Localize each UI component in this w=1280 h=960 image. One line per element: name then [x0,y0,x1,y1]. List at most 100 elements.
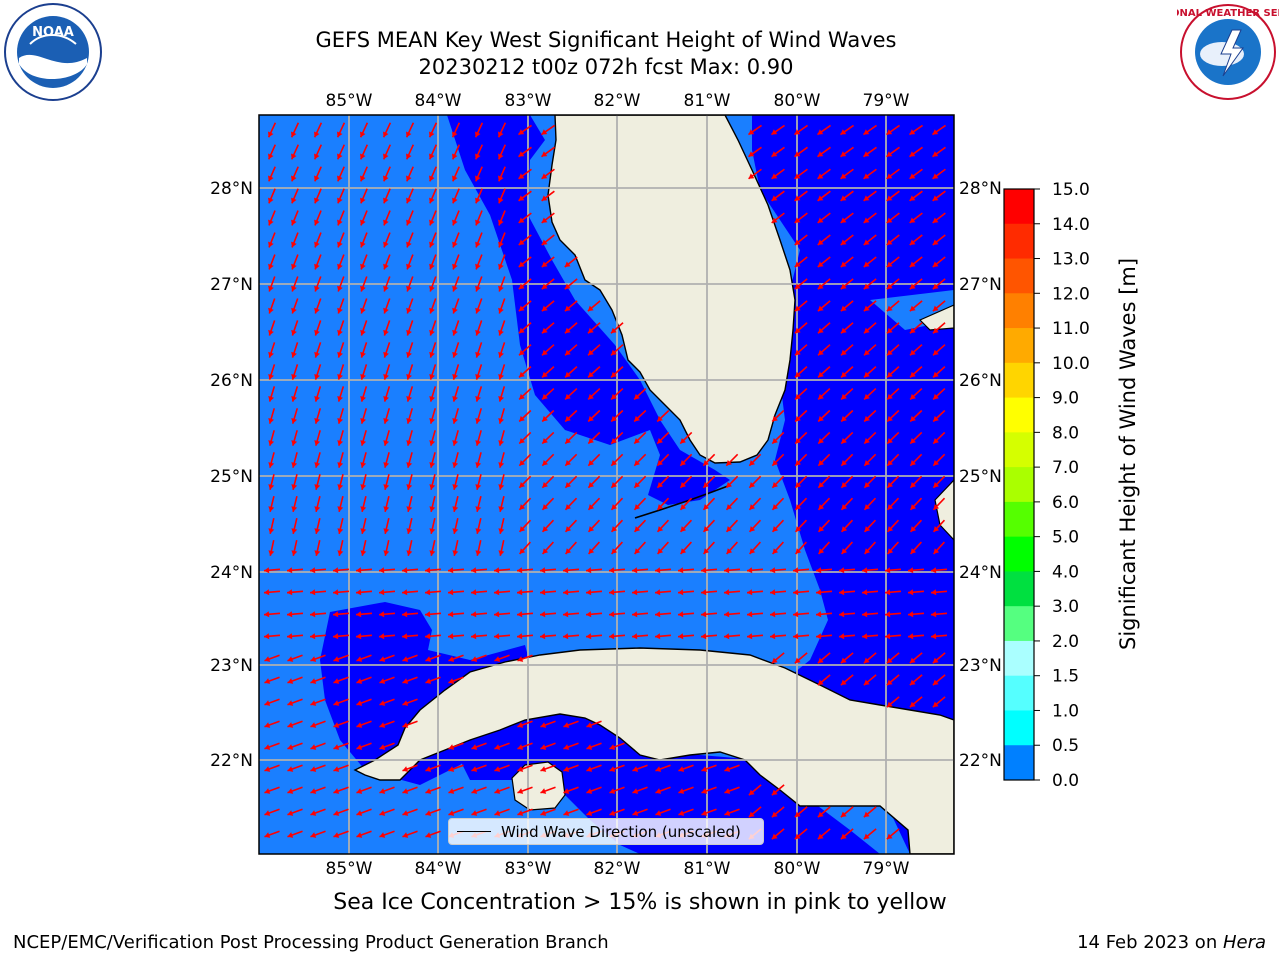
wind-arrow-head [494,656,501,662]
wind-arrow-head [333,788,340,794]
wind-arrow-head [314,307,320,314]
lat-label-left: 23°N [210,656,253,676]
wind-arrow-head [771,657,778,664]
colorbar-segment [1004,397,1034,433]
colorbar-segment [1004,675,1034,711]
wind-arrow-head [518,261,525,268]
wind-arrow-head [287,766,294,772]
wind-arrow-head [402,722,409,728]
wind-arrow-head [519,349,525,356]
wind-arrow-head [588,526,595,532]
wind-arrow-head [794,217,801,223]
wind-arrow-head [565,548,572,554]
wind-arrow-head [518,239,525,245]
colorbar-tick-label: 12.0 [1052,284,1090,304]
lat-label-left: 26°N [210,371,253,391]
wind-arrow-head [724,589,730,596]
wind-arrow-head [588,459,594,466]
wind-arrow-head [795,371,801,378]
wind-arrow-head [632,633,638,640]
lon-label-top: 81°W [684,91,731,111]
wind-arrow-head [864,526,871,532]
wind-arrow-head [910,504,917,510]
wind-arrow-head [864,548,871,554]
wind-arrow-head [314,241,320,248]
wind-arrow-head [609,633,615,640]
wind-arrow-head [402,678,409,684]
wind-arrow-head [314,351,320,358]
wind-arrow-head [863,129,870,135]
wind-arrow-head [406,285,412,292]
wind-arrow-head [818,548,825,554]
wind-arrow-head [314,484,321,490]
colorbar-segment [1004,640,1034,677]
wind-arrow-head [287,656,294,662]
wind-arrow-head [379,656,386,662]
map-frame [258,114,955,855]
wind-arrow-head [448,656,455,662]
wind-arrow-head [724,810,731,816]
footer-date: 14 Feb 2023 on Hera [1077,932,1266,953]
wind-arrow-head [287,678,294,684]
wind-arrow-head [471,766,478,772]
wind-arrow-head [406,440,413,446]
wind-arrow-head [565,393,571,400]
wind-arrow-head [794,327,801,334]
wind-arrow-head [841,482,848,488]
wind-arrow-head [910,526,917,532]
wind-arrow-head [429,528,436,534]
wind-arrow-head [452,197,458,204]
wind-arrow-head [817,173,824,179]
map-area [259,115,954,854]
wind-arrow-head [817,679,824,686]
colorbar-segment [1004,293,1034,329]
wind-arrow-head [494,788,501,794]
wind-arrow-head [542,526,549,532]
wind-arrow-head [452,285,458,292]
wind-arrow-head [264,633,270,640]
wind-arrow-head [862,611,868,618]
footer-producer: NCEP/EMC/Verification Post Processing Pr… [13,932,609,953]
wind-arrow-head [360,550,367,556]
isla-de-la-juventud [511,761,566,811]
wind-arrow-head [841,371,847,378]
wind-arrow-head [887,526,894,532]
wind-arrow-head [383,395,389,402]
wind-arrow-head [795,459,801,466]
wind-arrow-head [540,744,547,750]
wind-arrow-head [747,589,753,596]
wind-arrow-head [310,744,317,750]
wind-arrow-head [864,437,870,444]
wind-arrow-head [770,633,776,640]
wind-arrow-head [291,462,298,468]
wind-arrow-head [772,548,779,554]
colorbar-tick-label: 13.0 [1052,250,1090,270]
wind-arrow-head [932,261,939,268]
wind-arrow-head [337,241,343,248]
wind-arrow-head [841,349,847,356]
wind-arrow-head [264,589,270,596]
wind-arrow-head [794,283,801,290]
wind-arrow-head [337,418,344,424]
wind-arrow-head [841,526,848,532]
wind-arrow-head [678,766,685,772]
wind-arrow-head [611,482,618,488]
wind-arrow-head [379,810,386,816]
wind-arrow-head [452,153,458,160]
wind-arrow-head [333,567,339,574]
wind-arrow-head [932,305,939,312]
wind-arrow-head [471,567,477,574]
wind-arrow-head [749,482,756,488]
wind-arrow-head [287,744,294,750]
wind-arrow-head [886,657,893,664]
wind-arrow-head [817,151,824,157]
wind-arrow-head [429,506,436,512]
wind-arrow-head [429,263,435,270]
wind-arrow-head [383,241,389,248]
colorbar-tick-label: 5.0 [1052,528,1079,548]
wind-arrow-head [406,263,412,270]
colorbar-tick-label: 6.0 [1052,493,1079,513]
wind-arrow-head [452,528,459,534]
wind-arrow-head [360,484,367,490]
wind-arrow-head [748,151,755,157]
